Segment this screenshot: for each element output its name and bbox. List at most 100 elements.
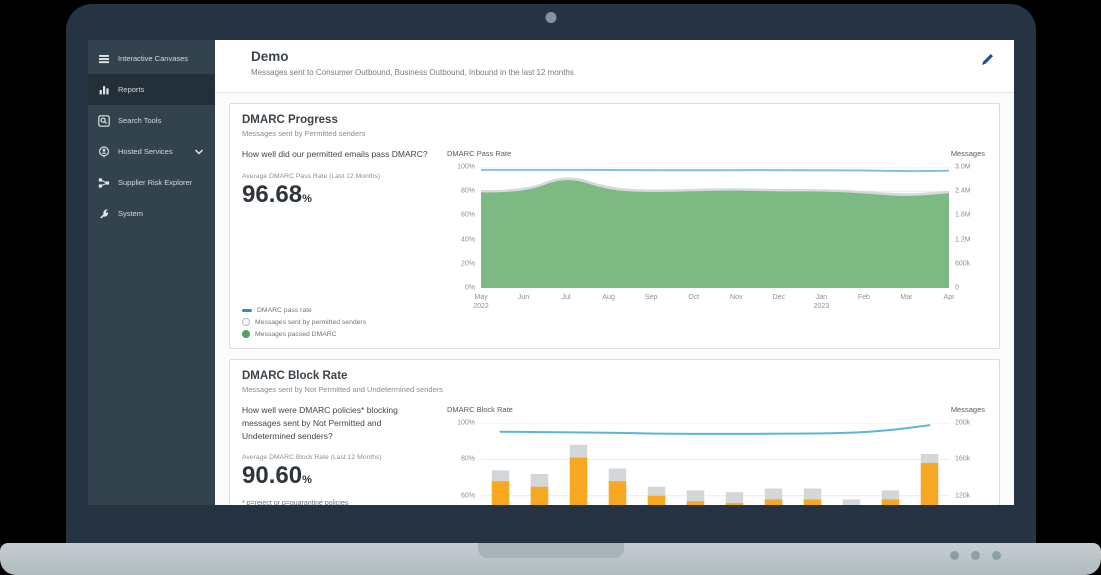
chart-title: DMARC Pass Rate [447, 149, 512, 158]
sidebar-item-system[interactable]: System [88, 198, 215, 229]
dmarc-block-rate-chart: DMARC Block Rate Messages 100%80%60%40% … [447, 404, 987, 505]
hosted-services-icon [98, 145, 110, 158]
chart-title: DMARC Block Rate [447, 405, 513, 414]
right-axis-ticks: 3.0M 2.4M 1.8M 1.2M 600k 0 [949, 163, 987, 292]
metric-value: 90.60% [242, 462, 312, 490]
axis-tick: 40% [460, 236, 475, 244]
metric-label: Average DMARC Pass Rate (Last 12 Months) [242, 172, 381, 180]
sidebar-item-interactive-canvases[interactable]: Interactive Canvases [88, 43, 215, 74]
card-dmarc-progress: DMARC Progress Messages sent by Permitte… [229, 103, 1000, 349]
legend-dot-swatch [242, 330, 250, 338]
x-axis-label: May 2022 [473, 294, 489, 311]
legend-item-pass-rate: DMARC pass rate [242, 307, 437, 314]
edit-button[interactable] [980, 52, 996, 68]
card-question: How well were DMARC policies* blocking m… [242, 405, 398, 441]
page-subtitle: Messages sent to Consumer Outbound, Busi… [251, 68, 574, 77]
card-title: DMARC Progress [242, 114, 338, 126]
axis-tick: 0% [464, 284, 475, 292]
app-window: Interactive Canvases Reports Search Tool… [88, 40, 1014, 505]
chart-legend: DMARC pass rate Messages sent by permitt… [242, 307, 437, 338]
axis-tick: 60% [460, 211, 475, 219]
axis-tick: 1.2M [955, 236, 971, 244]
sidebar-item-hosted-services[interactable]: Hosted Services [88, 136, 215, 167]
metric-unit: % [302, 474, 312, 487]
axis-tick: 1.8M [955, 211, 971, 219]
wrench-icon [98, 208, 110, 220]
sidebar-item-label: Interactive Canvases [118, 54, 189, 63]
left-axis-ticks: 100% 80% 60% 40% 20% 0% [447, 163, 481, 292]
laptop-camera-dot [545, 12, 556, 23]
card-subtitle: Messages sent by Not Permitted and Undet… [242, 385, 443, 394]
card-question: How well did our permitted emails pass D… [242, 149, 428, 159]
axis-tick: 20% [460, 260, 475, 268]
sidebar-item-label: System [118, 209, 144, 218]
chevron-down-icon [193, 146, 205, 158]
policy-footnote: * p=reject or p=quarantine policies [242, 500, 349, 505]
legend-label: Messages sent by permitted senders [255, 318, 367, 326]
search-icon [98, 114, 110, 127]
axis-tick: 120k [955, 492, 971, 500]
legend-item-messages-passed: Messages passed DMARC [242, 330, 437, 338]
card-title: DMARC Block Rate [242, 370, 348, 382]
axis-tick: 80% [460, 455, 475, 463]
card-top: DMARC Block Rate Messages sent by Not Pe… [242, 370, 987, 394]
legend-label: DMARC pass rate [257, 307, 312, 314]
legend-label: Messages passed DMARC [255, 330, 337, 338]
metric-value: 96.68% [242, 180, 312, 208]
reports-icon [98, 84, 110, 96]
network-icon [98, 177, 110, 189]
x-axis-label: Jan 2023 [813, 294, 830, 311]
axis-tick: 600k [955, 260, 971, 268]
x-axis-label: Apr [943, 294, 955, 301]
x-axis-label: Mar [900, 294, 913, 301]
legend-ring-swatch [242, 318, 250, 326]
right-axis-ticks: 200k160k120k80.0k [949, 419, 987, 505]
x-axis-labels: May 2022 Jun Jul Aug Sep Oct Nov Dec Jan 2023 Feb… [473, 293, 954, 317]
axis-tick: 60% [460, 492, 475, 500]
main-area: Demo Messages sent to Consumer Outbound,… [215, 40, 1014, 505]
chart-plot [481, 423, 949, 505]
sidebar-item-reports[interactable]: Reports [88, 74, 215, 105]
sidebar-item-label: Supplier Risk Explorer [118, 178, 193, 187]
pencil-icon [982, 54, 993, 65]
card-top: DMARC Progress Messages sent by Permitte… [242, 114, 987, 138]
card-dmarc-block-rate: DMARC Block Rate Messages sent by Not Pe… [229, 359, 1000, 505]
canvases-icon [98, 53, 110, 65]
legend-line-swatch [242, 309, 252, 312]
x-axis-label: Sep [644, 294, 658, 301]
axis-tick: 100% [457, 163, 475, 171]
x-axis-label: Dec [772, 294, 786, 301]
x-axis-label: Jun [517, 294, 530, 301]
axis-tick: 2.4M [955, 187, 971, 195]
x-axis-label: Feb [857, 294, 870, 301]
x-axis-label: Jul [561, 294, 571, 301]
x-axis-label: Aug [602, 294, 615, 301]
page-header: Demo Messages sent to Consumer Outbound,… [215, 40, 1014, 93]
page-title: Demo [251, 49, 289, 64]
chart-right-axis-label: Messages [950, 149, 985, 158]
sidebar-item-supplier-risk-explorer[interactable]: Supplier Risk Explorer [88, 167, 215, 198]
card-subtitle: Messages sent by Permitted senders [242, 129, 366, 138]
card-left-column: How well did our permitted emails pass D… [242, 148, 447, 338]
sidebar-item-label: Search Tools [118, 116, 162, 125]
dashboard-content: DMARC Progress Messages sent by Permitte… [215, 93, 1014, 505]
laptop-base-vents [950, 551, 1001, 560]
chart-plot [481, 167, 949, 288]
axis-tick: 100% [457, 419, 475, 427]
x-axis-label: Nov [730, 294, 743, 301]
metric-label: Average DMARC Block Rate (Last 12 Months… [242, 454, 382, 462]
sidebar-item-label: Hosted Services [118, 147, 173, 156]
sidebar-item-label: Reports [118, 85, 145, 94]
metric-unit: % [302, 192, 312, 205]
legend-item-messages-sent: Messages sent by permitted senders [242, 318, 437, 326]
axis-tick: 200k [955, 419, 971, 427]
axis-tick: 3.0M [955, 163, 971, 171]
axis-tick: 160k [955, 455, 971, 463]
axis-tick: 0 [955, 284, 959, 292]
axis-tick: 80% [460, 187, 475, 195]
x-axis-label: Oct [688, 294, 700, 301]
laptop-base-notch [478, 543, 624, 558]
sidebar-item-search-tools[interactable]: Search Tools [88, 105, 215, 136]
chart-right-axis-label: Messages [950, 405, 985, 414]
dmarc-pass-rate-chart: DMARC Pass Rate Messages 100% 80% 60% 40% 20… [447, 148, 987, 338]
